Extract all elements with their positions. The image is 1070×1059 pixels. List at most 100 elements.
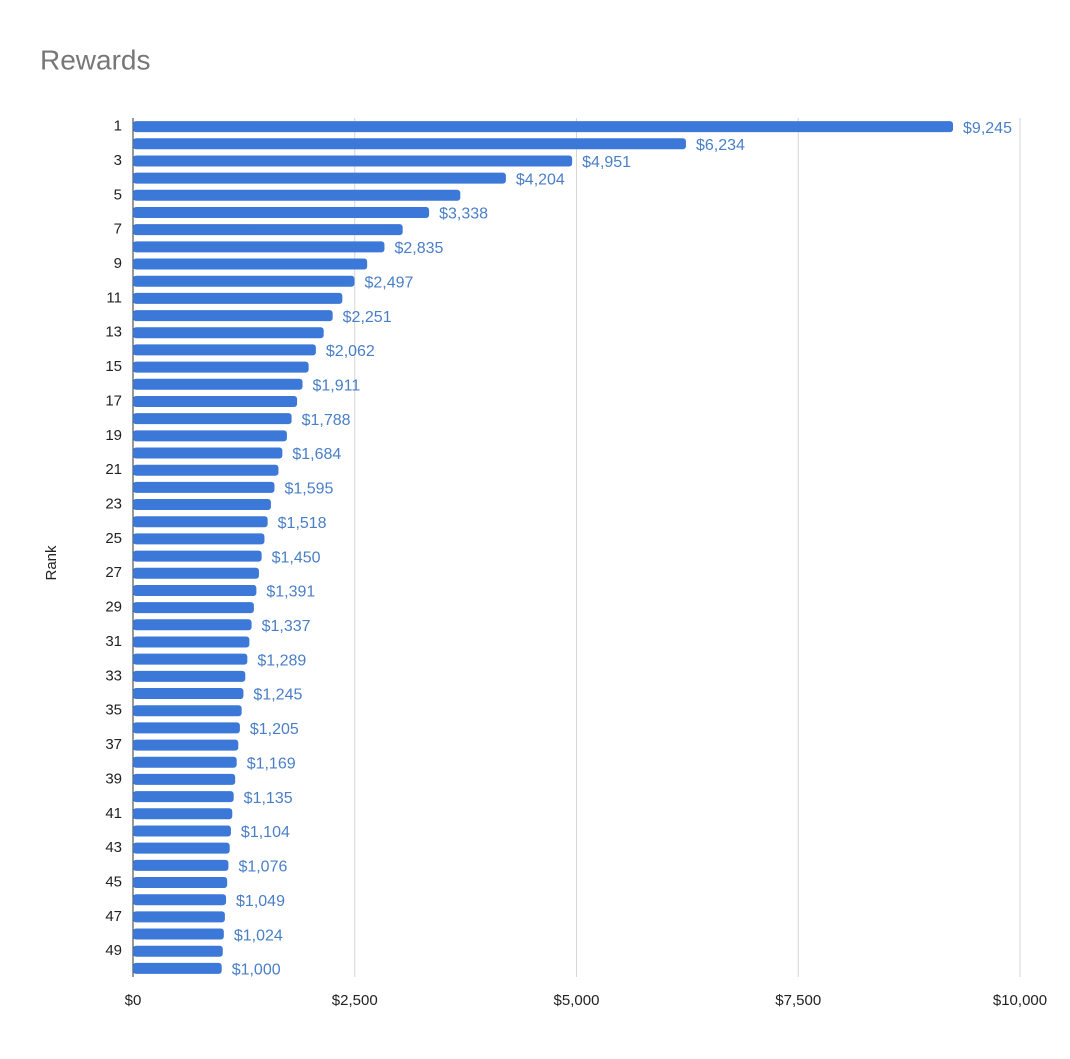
bar — [133, 670, 246, 682]
data-label: $1,135 — [244, 790, 293, 807]
data-label: $1,049 — [236, 893, 285, 910]
data-label: $1,595 — [284, 481, 333, 498]
bar — [133, 292, 343, 304]
data-label: $1,024 — [234, 927, 283, 944]
x-tick-label: $5,000 — [554, 992, 600, 1009]
x-tick-label: $10,000 — [993, 992, 1047, 1009]
y-tick-label: 5 — [114, 186, 122, 203]
bar — [133, 224, 403, 236]
y-tick-label: 9 — [114, 255, 122, 272]
data-label: $9,245 — [963, 120, 1012, 137]
bar — [133, 206, 430, 218]
data-label: $2,251 — [343, 309, 392, 326]
data-label: $1,391 — [266, 584, 315, 601]
bar — [133, 550, 262, 562]
y-tick-label: 19 — [105, 427, 122, 444]
bar — [133, 619, 252, 631]
y-tick-label: 7 — [114, 221, 122, 238]
y-tick-label: 31 — [105, 633, 122, 650]
bar — [133, 172, 506, 184]
data-label: $3,338 — [439, 206, 488, 223]
bar — [133, 275, 355, 287]
x-tick-label: $7,500 — [775, 992, 821, 1009]
y-tick-label: 47 — [105, 908, 122, 925]
bar — [133, 395, 298, 407]
data-label: $1,104 — [241, 824, 290, 841]
data-label: $4,204 — [516, 171, 565, 188]
y-tick-label: 21 — [105, 461, 122, 478]
y-tick-label: 41 — [105, 805, 122, 822]
bar — [133, 962, 222, 974]
data-label: $1,450 — [272, 549, 321, 566]
bar — [133, 808, 233, 820]
bar — [133, 722, 240, 734]
bar — [133, 533, 265, 545]
data-label: $2,497 — [364, 274, 413, 291]
y-tick-label: 13 — [105, 324, 122, 341]
data-label: $2,062 — [326, 343, 375, 360]
bar — [133, 773, 236, 785]
y-tick-label: 35 — [105, 702, 122, 719]
bar — [133, 911, 225, 923]
bar — [133, 310, 333, 322]
data-label: $1,289 — [257, 652, 306, 669]
y-tick-label: 39 — [105, 770, 122, 787]
bar — [133, 258, 368, 270]
data-label: $6,234 — [696, 137, 745, 154]
bar — [133, 121, 954, 133]
y-tick-label: 27 — [105, 564, 122, 581]
chart-title: Rewards — [40, 44, 150, 75]
bar — [133, 189, 461, 201]
bar — [133, 499, 271, 511]
bar — [133, 481, 275, 493]
bar — [133, 602, 254, 614]
bar — [133, 241, 385, 253]
bar — [133, 447, 283, 459]
bar — [133, 756, 237, 768]
data-label: $4,951 — [582, 154, 631, 171]
y-tick-label: 33 — [105, 667, 122, 684]
bar — [133, 945, 223, 957]
bar — [133, 705, 242, 717]
bar — [133, 859, 229, 871]
data-label: $1,788 — [302, 412, 351, 429]
y-tick-label: 1 — [114, 118, 122, 135]
data-label: $1,518 — [278, 515, 327, 532]
x-tick-label: $0 — [125, 992, 142, 1009]
bar — [133, 877, 228, 889]
bar — [133, 155, 573, 167]
bar — [133, 567, 259, 579]
bar — [133, 516, 268, 528]
bar — [133, 344, 316, 356]
bar — [133, 584, 257, 596]
data-label: $2,835 — [394, 240, 443, 257]
bar — [133, 688, 244, 700]
data-label: $1,169 — [247, 755, 296, 772]
y-tick-label: 43 — [105, 839, 122, 856]
bar — [133, 825, 231, 837]
y-tick-label: 17 — [105, 392, 122, 409]
y-tick-label: 11 — [106, 289, 122, 306]
bar — [133, 361, 309, 373]
bar — [133, 413, 292, 425]
y-tick-label: 3 — [114, 152, 122, 169]
x-tick-label: $2,500 — [332, 992, 378, 1009]
y-tick-label: 25 — [105, 530, 122, 547]
bar — [133, 430, 287, 442]
data-label: $1,684 — [292, 446, 341, 463]
data-label: $1,076 — [238, 859, 287, 876]
y-tick-label: 45 — [105, 873, 122, 890]
y-tick-label: 49 — [105, 942, 122, 959]
y-tick-label: 15 — [105, 358, 122, 375]
bar — [133, 636, 250, 648]
bar — [133, 928, 224, 940]
y-tick-label: 37 — [105, 736, 122, 753]
data-label: $1,911 — [313, 378, 361, 395]
bar — [133, 378, 303, 390]
y-tick-label: 29 — [105, 599, 122, 616]
bar — [133, 138, 686, 150]
bar — [133, 653, 248, 665]
y-tick-label: 23 — [105, 496, 122, 513]
bar — [133, 327, 324, 339]
